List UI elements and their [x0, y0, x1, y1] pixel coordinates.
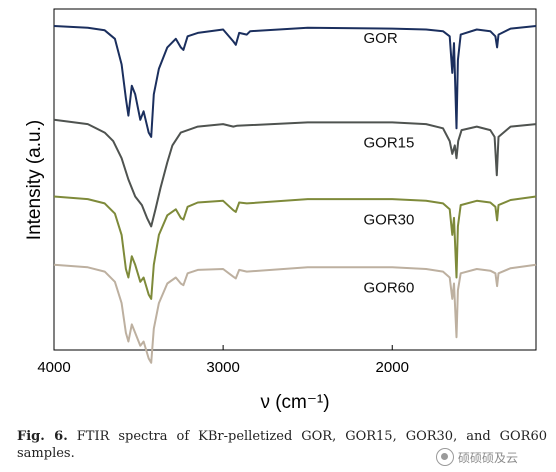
series-label-gor30: GOR30 [363, 211, 414, 228]
x-tick-label: 3000 [206, 359, 239, 376]
x-tick-label: 4000 [37, 359, 70, 376]
caption-label: Fig. 6. [17, 429, 68, 444]
series-line-gor15 [53, 118, 537, 228]
caption-text: FTIR spectra of KBr-pelletized GOR, GOR1… [17, 429, 547, 461]
x-axis-label: ν (cm⁻¹) [260, 392, 329, 413]
series-labels: GOR GOR15 GOR30 GOR60 [363, 30, 414, 297]
figure-caption: Fig. 6. FTIR spectra of KBr-pelletized G… [17, 428, 547, 462]
series-line-gor [53, 25, 537, 138]
watermark: 硕硕硕及云 [436, 446, 519, 468]
series-group [53, 25, 537, 364]
series-line-gor30 [53, 195, 537, 300]
series-label-gor: GOR [363, 30, 397, 47]
x-tick-label: 2000 [376, 359, 409, 376]
series-line-gor60 [53, 263, 537, 364]
wechat-logo-icon [436, 448, 454, 466]
series-label-gor15: GOR15 [363, 135, 414, 152]
ftir-chart: 4000 3000 2000 GOR GOR15 GOR30 GOR60 ν (cm⁻¹)… [24, 8, 537, 413]
x-axis-ticks: 4000 3000 2000 [37, 345, 409, 376]
plot-frame [53, 8, 537, 351]
series-label-gor60: GOR60 [363, 280, 414, 297]
y-axis-label: Intensity (a.u.) [24, 120, 45, 240]
watermark-text: 硕硕硕及云 [458, 450, 519, 465]
